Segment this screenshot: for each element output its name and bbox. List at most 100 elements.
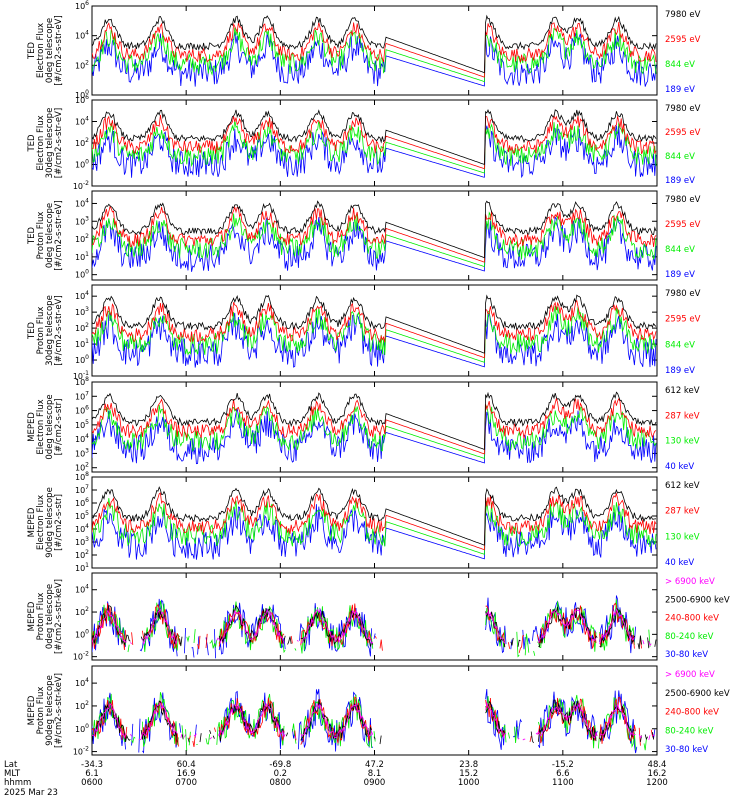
- x-tick-label: -34.3: [81, 760, 103, 770]
- legend-entry: 612 keV: [665, 481, 700, 491]
- y-tick-label: 106: [75, 497, 89, 508]
- y-tick-label: 102: [75, 137, 89, 148]
- y-tick-label: 104: [75, 584, 89, 595]
- y-tick-label: 106: [75, 94, 89, 105]
- x-row-label: MLT: [4, 769, 21, 779]
- legend-entry: 2595 eV: [665, 128, 701, 138]
- x-tick-label: 16.9: [177, 769, 196, 779]
- y-tick-label: 104: [75, 523, 89, 534]
- y-tick-label: 103: [75, 306, 89, 317]
- y-axis-label: MEPEDProton Flux0deg telescope[#/cm2-s-s…: [27, 579, 64, 654]
- y-tick-label: 103: [75, 536, 89, 547]
- series-trace-3: [92, 27, 657, 83]
- x-row-label: Lat: [4, 760, 18, 770]
- y-tick-label: 104: [75, 290, 89, 301]
- y-tick-label: 102: [75, 322, 89, 333]
- legend-entry: 30-80 keV: [665, 650, 708, 660]
- legend-entry: 7980 eV: [665, 289, 701, 299]
- series-trace-2: [92, 396, 657, 455]
- panels: 100 102 104 106 TEDElectron Flux0deg telesco…: [27, 0, 730, 757]
- y-axis-label: TEDProton Flux30deg telescope[#/cm2-s-st…: [27, 295, 64, 366]
- y-tick-label: 10-2: [73, 746, 89, 757]
- series-trace-2: [92, 22, 657, 78]
- y-tick-label: 101: [75, 338, 89, 349]
- series-trace-4: [92, 599, 656, 656]
- legend-entry: 240-800 keV: [665, 614, 719, 624]
- x-tick-label: 0700: [175, 778, 197, 788]
- series-trace-4: [92, 312, 657, 368]
- legend-entry: 7980 eV: [665, 104, 701, 114]
- y-tick-label: 10-2: [73, 651, 89, 662]
- y-tick-label: 102: [75, 606, 89, 617]
- panel-3: 100 101 102 103 104 TEDProton Flux0deg telesc…: [27, 190, 701, 281]
- series-trace-2: [92, 114, 657, 170]
- legend-entry: 240-800 keV: [665, 708, 719, 718]
- y-axis-label: MEPEDProton Flux90deg telescope[#/cm2-s-…: [27, 673, 64, 748]
- x-tick-label: 48.4: [648, 760, 667, 770]
- y-axis-label: MEPEDElectron Flux90deg telescope[#/cm2-…: [27, 487, 64, 558]
- legend-entry: 130 keV: [665, 437, 700, 447]
- x-tick-label: 0900: [364, 778, 386, 788]
- y-tick-label: 100: [75, 723, 89, 734]
- legend-entry: 844 eV: [665, 152, 695, 162]
- y-tick-label: 100: [75, 269, 89, 280]
- legend-entry: 130 keV: [665, 532, 700, 542]
- y-tick-label: 104: [75, 116, 89, 127]
- legend-entry: 287 keV: [665, 507, 700, 517]
- x-row-label: hhmm: [4, 778, 31, 788]
- traces: [92, 294, 657, 368]
- panel-8: 10-2 100 102 104 MEPEDProton Flux90deg teles…: [27, 665, 730, 757]
- series-trace-2: [92, 604, 657, 650]
- x-tick-label: 0.2: [274, 769, 288, 779]
- legend-entry: 2500-6900 keV: [665, 689, 730, 699]
- x-tick-label: 60.4: [177, 760, 196, 770]
- legend-entry: 189 eV: [665, 366, 695, 376]
- x-tick-label: 16.2: [648, 769, 667, 779]
- series-trace-4: [92, 504, 657, 560]
- y-tick-label: 103: [75, 215, 89, 226]
- panel-1: 100 102 104 106 TEDElectron Flux0deg telesco…: [27, 0, 701, 100]
- panel-6: 101 102 103 104 105 106 107 108 MEPEDElectron Fl…: [27, 471, 700, 573]
- legend-entry: 287 keV: [665, 411, 700, 421]
- series-trace-1: [92, 486, 657, 546]
- x-tick-label: 6.6: [556, 769, 570, 779]
- y-tick-label: 103: [75, 447, 89, 458]
- legend-entry: 7980 eV: [665, 10, 701, 20]
- legend-entry: 189 eV: [665, 85, 695, 95]
- series-trace-2: [92, 205, 657, 263]
- series-trace-4: [92, 216, 657, 272]
- y-tick-label: 105: [75, 419, 89, 430]
- x-tick-label: 15.2: [459, 769, 478, 779]
- y-tick-label: 105: [75, 510, 89, 521]
- y-tick-label: 101: [75, 251, 89, 262]
- y-tick-label: 108: [75, 376, 89, 387]
- legend-entry: 2595 eV: [665, 35, 701, 45]
- panel-5: 102 103 104 105 106 107 108 MEPEDElectron Flux0…: [27, 376, 700, 473]
- y-tick-label: 100: [75, 354, 89, 365]
- legend-entry: 2595 eV: [665, 220, 701, 230]
- y-tick-label: 101: [75, 562, 89, 573]
- x-tick-label: 23.8: [459, 760, 478, 770]
- x-tick-label: 1100: [552, 778, 574, 788]
- legend-entry: 844 eV: [665, 60, 695, 70]
- legend-entry: 40 keV: [665, 558, 694, 568]
- legend-entry: 7980 eV: [665, 195, 701, 205]
- legend-entry: 40 keV: [665, 462, 694, 472]
- legend-entry: > 6900 keV: [665, 577, 715, 587]
- y-tick-label: 106: [75, 0, 89, 11]
- series-trace-1: [92, 294, 657, 354]
- series-trace-1: [92, 200, 657, 259]
- y-tick-label: 102: [75, 462, 89, 473]
- series-trace-4: [92, 32, 657, 87]
- y-axis-label: TEDElectron Flux0deg telescope[#/cm2-s-s…: [27, 15, 64, 85]
- legend-entry: 2500-6900 keV: [665, 595, 730, 605]
- series-trace-1: [92, 701, 655, 741]
- legend-entry: 80-240 keV: [665, 632, 714, 642]
- traces: [92, 109, 657, 179]
- traces: [92, 688, 656, 754]
- traces: [92, 391, 657, 465]
- legend-entry: 30-80 keV: [665, 745, 708, 755]
- series-trace-1: [92, 14, 657, 74]
- y-tick-label: 104: [75, 677, 89, 688]
